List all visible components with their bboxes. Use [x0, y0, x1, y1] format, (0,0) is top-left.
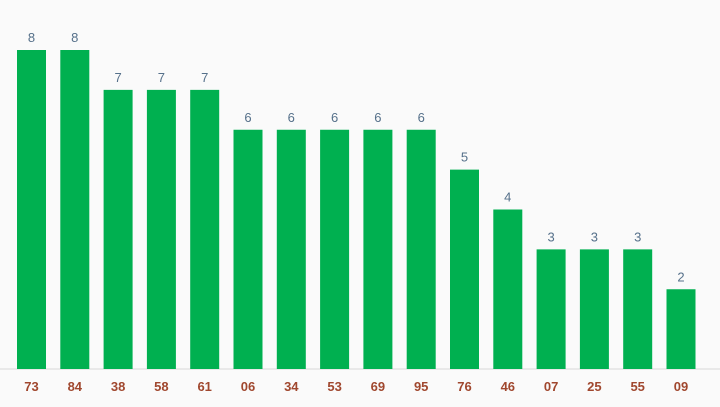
- value-label-95: 6: [418, 110, 425, 125]
- x-tick-label-46: 46: [501, 379, 515, 394]
- bar-58: [146, 89, 176, 369]
- value-label-61: 7: [201, 70, 208, 85]
- x-tick-label-38: 38: [111, 379, 125, 394]
- x-tick-label-55: 55: [630, 379, 644, 394]
- bar-46: [493, 209, 523, 369]
- bar-38: [103, 89, 133, 369]
- x-tick-label-06: 06: [241, 379, 255, 394]
- value-labels-group: 8 8 7 7 7 6 6 6 6 6 5 4 3 3 3 2: [28, 30, 685, 284]
- bar-25: [579, 249, 609, 369]
- bar-61: [190, 89, 220, 369]
- bar-53: [320, 129, 350, 369]
- x-tick-label-25: 25: [587, 379, 601, 394]
- bars-group: [17, 50, 696, 369]
- value-label-69: 6: [374, 110, 381, 125]
- value-label-46: 4: [504, 190, 511, 205]
- x-tick-label-07: 07: [544, 379, 558, 394]
- x-tick-label-58: 58: [154, 379, 168, 394]
- bar-06: [233, 129, 263, 369]
- x-tick-label-95: 95: [414, 379, 428, 394]
- value-label-34: 6: [288, 110, 295, 125]
- bar-34: [276, 129, 306, 369]
- value-label-84: 8: [71, 30, 78, 45]
- value-label-58: 7: [158, 70, 165, 85]
- value-label-06: 6: [244, 110, 251, 125]
- bar-07: [536, 249, 566, 369]
- x-tick-label-69: 69: [371, 379, 385, 394]
- x-tick-label-76: 76: [457, 379, 471, 394]
- bar-76: [450, 169, 479, 369]
- bar-95: [406, 129, 436, 369]
- value-label-38: 7: [114, 70, 121, 85]
- x-tick-label-53: 53: [327, 379, 341, 394]
- value-label-55: 3: [634, 229, 641, 244]
- value-label-25: 3: [591, 229, 598, 244]
- value-label-53: 6: [331, 110, 338, 125]
- x-tick-labels-group: 73 84 38 58 61 06 34 53 69 95 76 46 07 25 55 09: [24, 379, 688, 394]
- bar-55: [623, 249, 653, 369]
- value-label-73: 8: [28, 30, 35, 45]
- x-tick-label-61: 61: [197, 379, 211, 394]
- bar-09: [666, 289, 696, 369]
- bar-84: [60, 50, 90, 369]
- x-tick-label-34: 34: [284, 379, 299, 394]
- bar-73: [17, 50, 46, 369]
- value-label-76: 5: [461, 150, 468, 165]
- value-label-09: 2: [677, 269, 684, 284]
- x-tick-label-84: 84: [68, 379, 83, 394]
- x-tick-label-09: 09: [674, 379, 688, 394]
- value-label-07: 3: [547, 229, 554, 244]
- bar-69: [363, 129, 393, 369]
- x-tick-label-73: 73: [24, 379, 38, 394]
